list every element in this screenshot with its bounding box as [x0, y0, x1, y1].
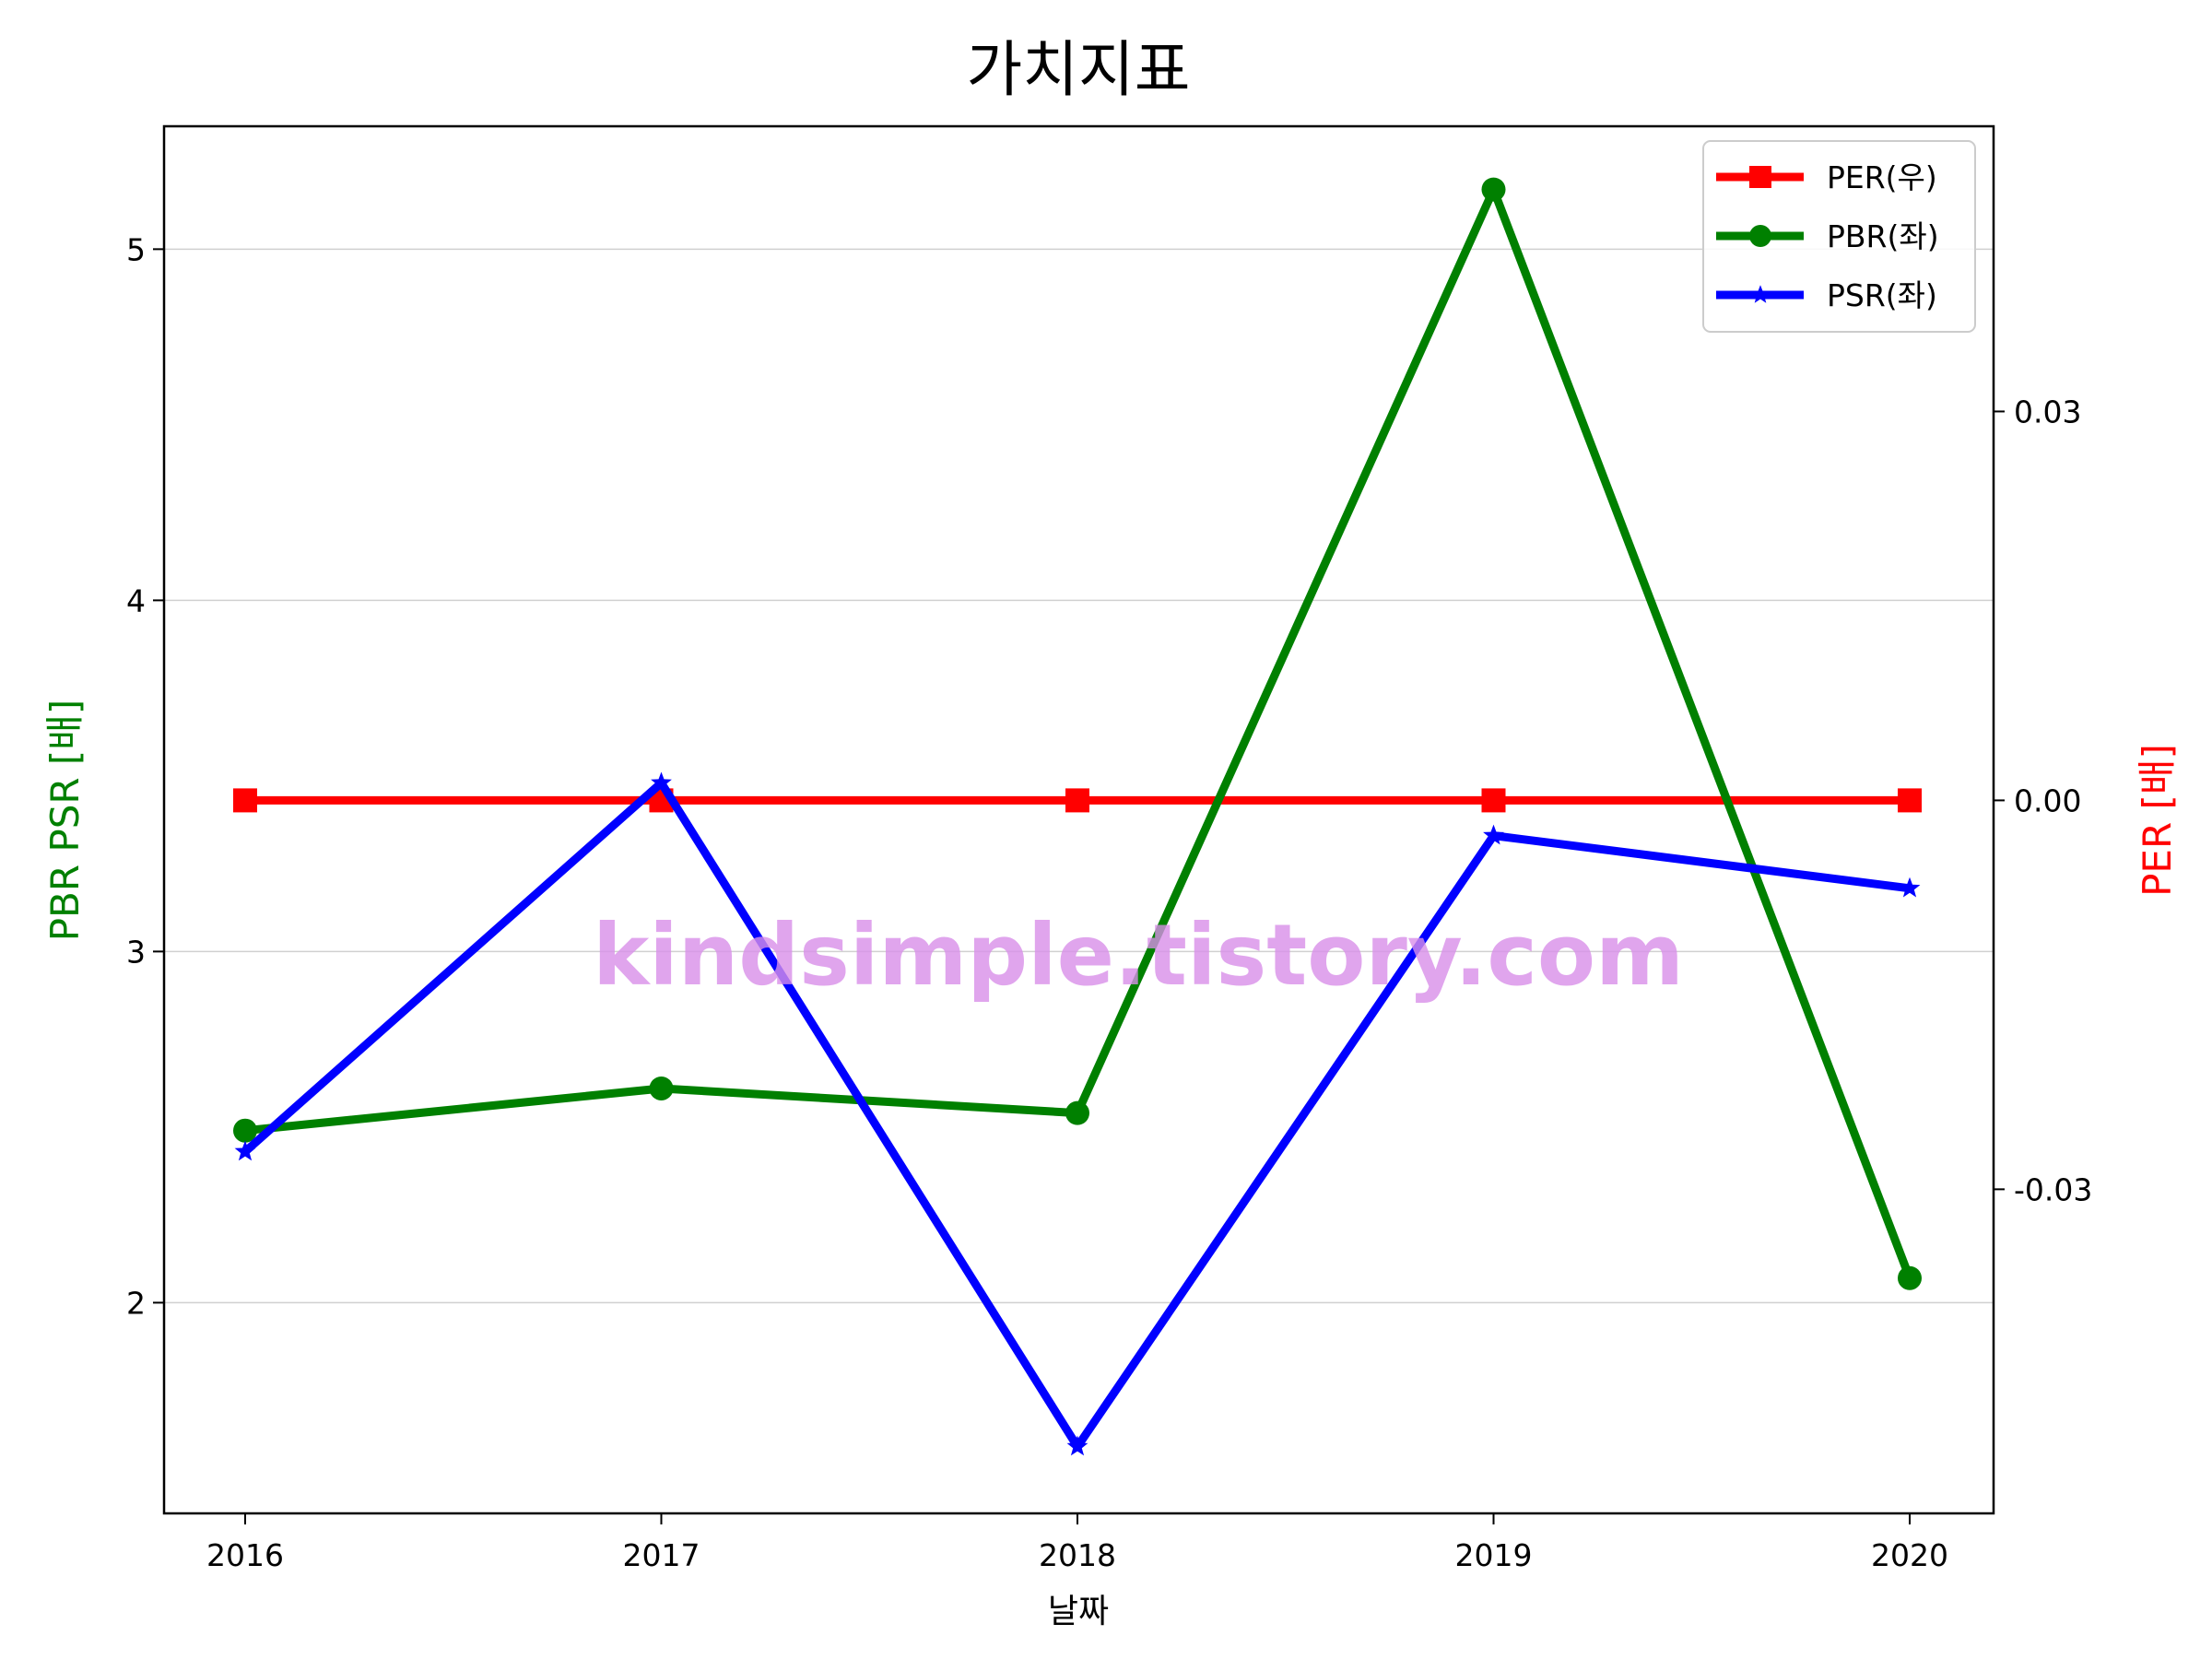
per-point — [1481, 788, 1506, 813]
pbr-point — [1481, 177, 1506, 202]
psr-point — [651, 771, 672, 793]
x-tick-label: 2020 — [1871, 1537, 1948, 1573]
x-tick-label: 2017 — [623, 1537, 700, 1573]
watermark: kindsimple.tistory.com — [593, 906, 1684, 1005]
series-layer — [233, 177, 1922, 1456]
pbr-point — [233, 1118, 257, 1143]
psr-point — [1066, 1435, 1088, 1456]
legend-marker-per — [1749, 166, 1771, 188]
per-point — [1898, 788, 1922, 813]
x-tick-label: 2019 — [1455, 1537, 1533, 1573]
left-y-tick-label: 4 — [126, 582, 146, 618]
per-point — [1065, 788, 1089, 813]
x-axis: 2016 2017 2018 2019 2020 — [206, 1513, 1948, 1573]
plot-frame — [162, 124, 1995, 1515]
right-y-axis-label: PER [배] — [2135, 744, 2180, 897]
right-y-tick-label: -0.03 — [2014, 1171, 2092, 1207]
psr-point — [234, 1140, 256, 1161]
x-tick-label: 2018 — [1039, 1537, 1116, 1573]
chart-title: 가치지표 — [967, 34, 1191, 105]
left-y-tick-label: 5 — [126, 231, 146, 267]
left-y-tick-label: 3 — [126, 934, 146, 970]
left-y-tick-label: 2 — [126, 1285, 146, 1321]
left-y-axis: 2 3 4 5 — [126, 231, 164, 1321]
legend-label-psr: PSR(좌) — [1827, 277, 1937, 313]
legend-box — [1702, 140, 1976, 333]
right-y-axis: -0.03 0.00 0.03 — [1994, 394, 2092, 1207]
legend-entries: PER(우) PBR(좌) PSR(좌) — [1716, 159, 1939, 313]
x-tick-label: 2016 — [206, 1537, 284, 1573]
right-y-tick-label: 0.00 — [2014, 782, 2081, 818]
psr-point — [1899, 877, 1921, 898]
legend-label-pbr: PBR(좌) — [1827, 218, 1939, 254]
left-y-axis-label: PBR PSR [배] — [42, 700, 88, 942]
pbr-point — [1898, 1265, 1922, 1290]
legend-marker-psr — [1750, 285, 1771, 303]
pbr-point — [1065, 1100, 1089, 1125]
x-axis-label: 날짜 — [1048, 1593, 1109, 1630]
legend: PER(우) PBR(좌) PSR(좌) — [1702, 140, 1976, 333]
legend-marker-pbr — [1749, 225, 1771, 247]
legend-label-per: PER(우) — [1827, 159, 1937, 195]
pbr-point — [649, 1076, 674, 1100]
per-point — [233, 788, 257, 813]
psr-point — [1483, 824, 1504, 845]
right-y-tick-label: 0.03 — [2014, 394, 2081, 429]
